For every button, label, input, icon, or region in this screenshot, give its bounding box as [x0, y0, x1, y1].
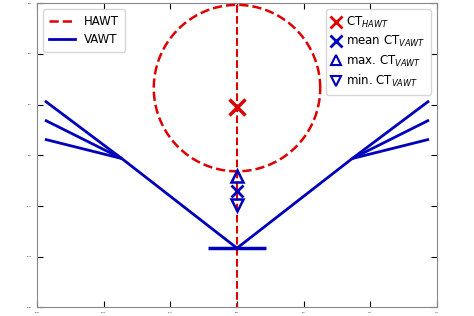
Legend: CT$_{HAWT}$, mean CT$_{VAWT}$, max. CT$_{VAWT}$, min. CT$_{VAWT}$: CT$_{HAWT}$, mean CT$_{VAWT}$, max. CT$_…	[326, 9, 431, 95]
